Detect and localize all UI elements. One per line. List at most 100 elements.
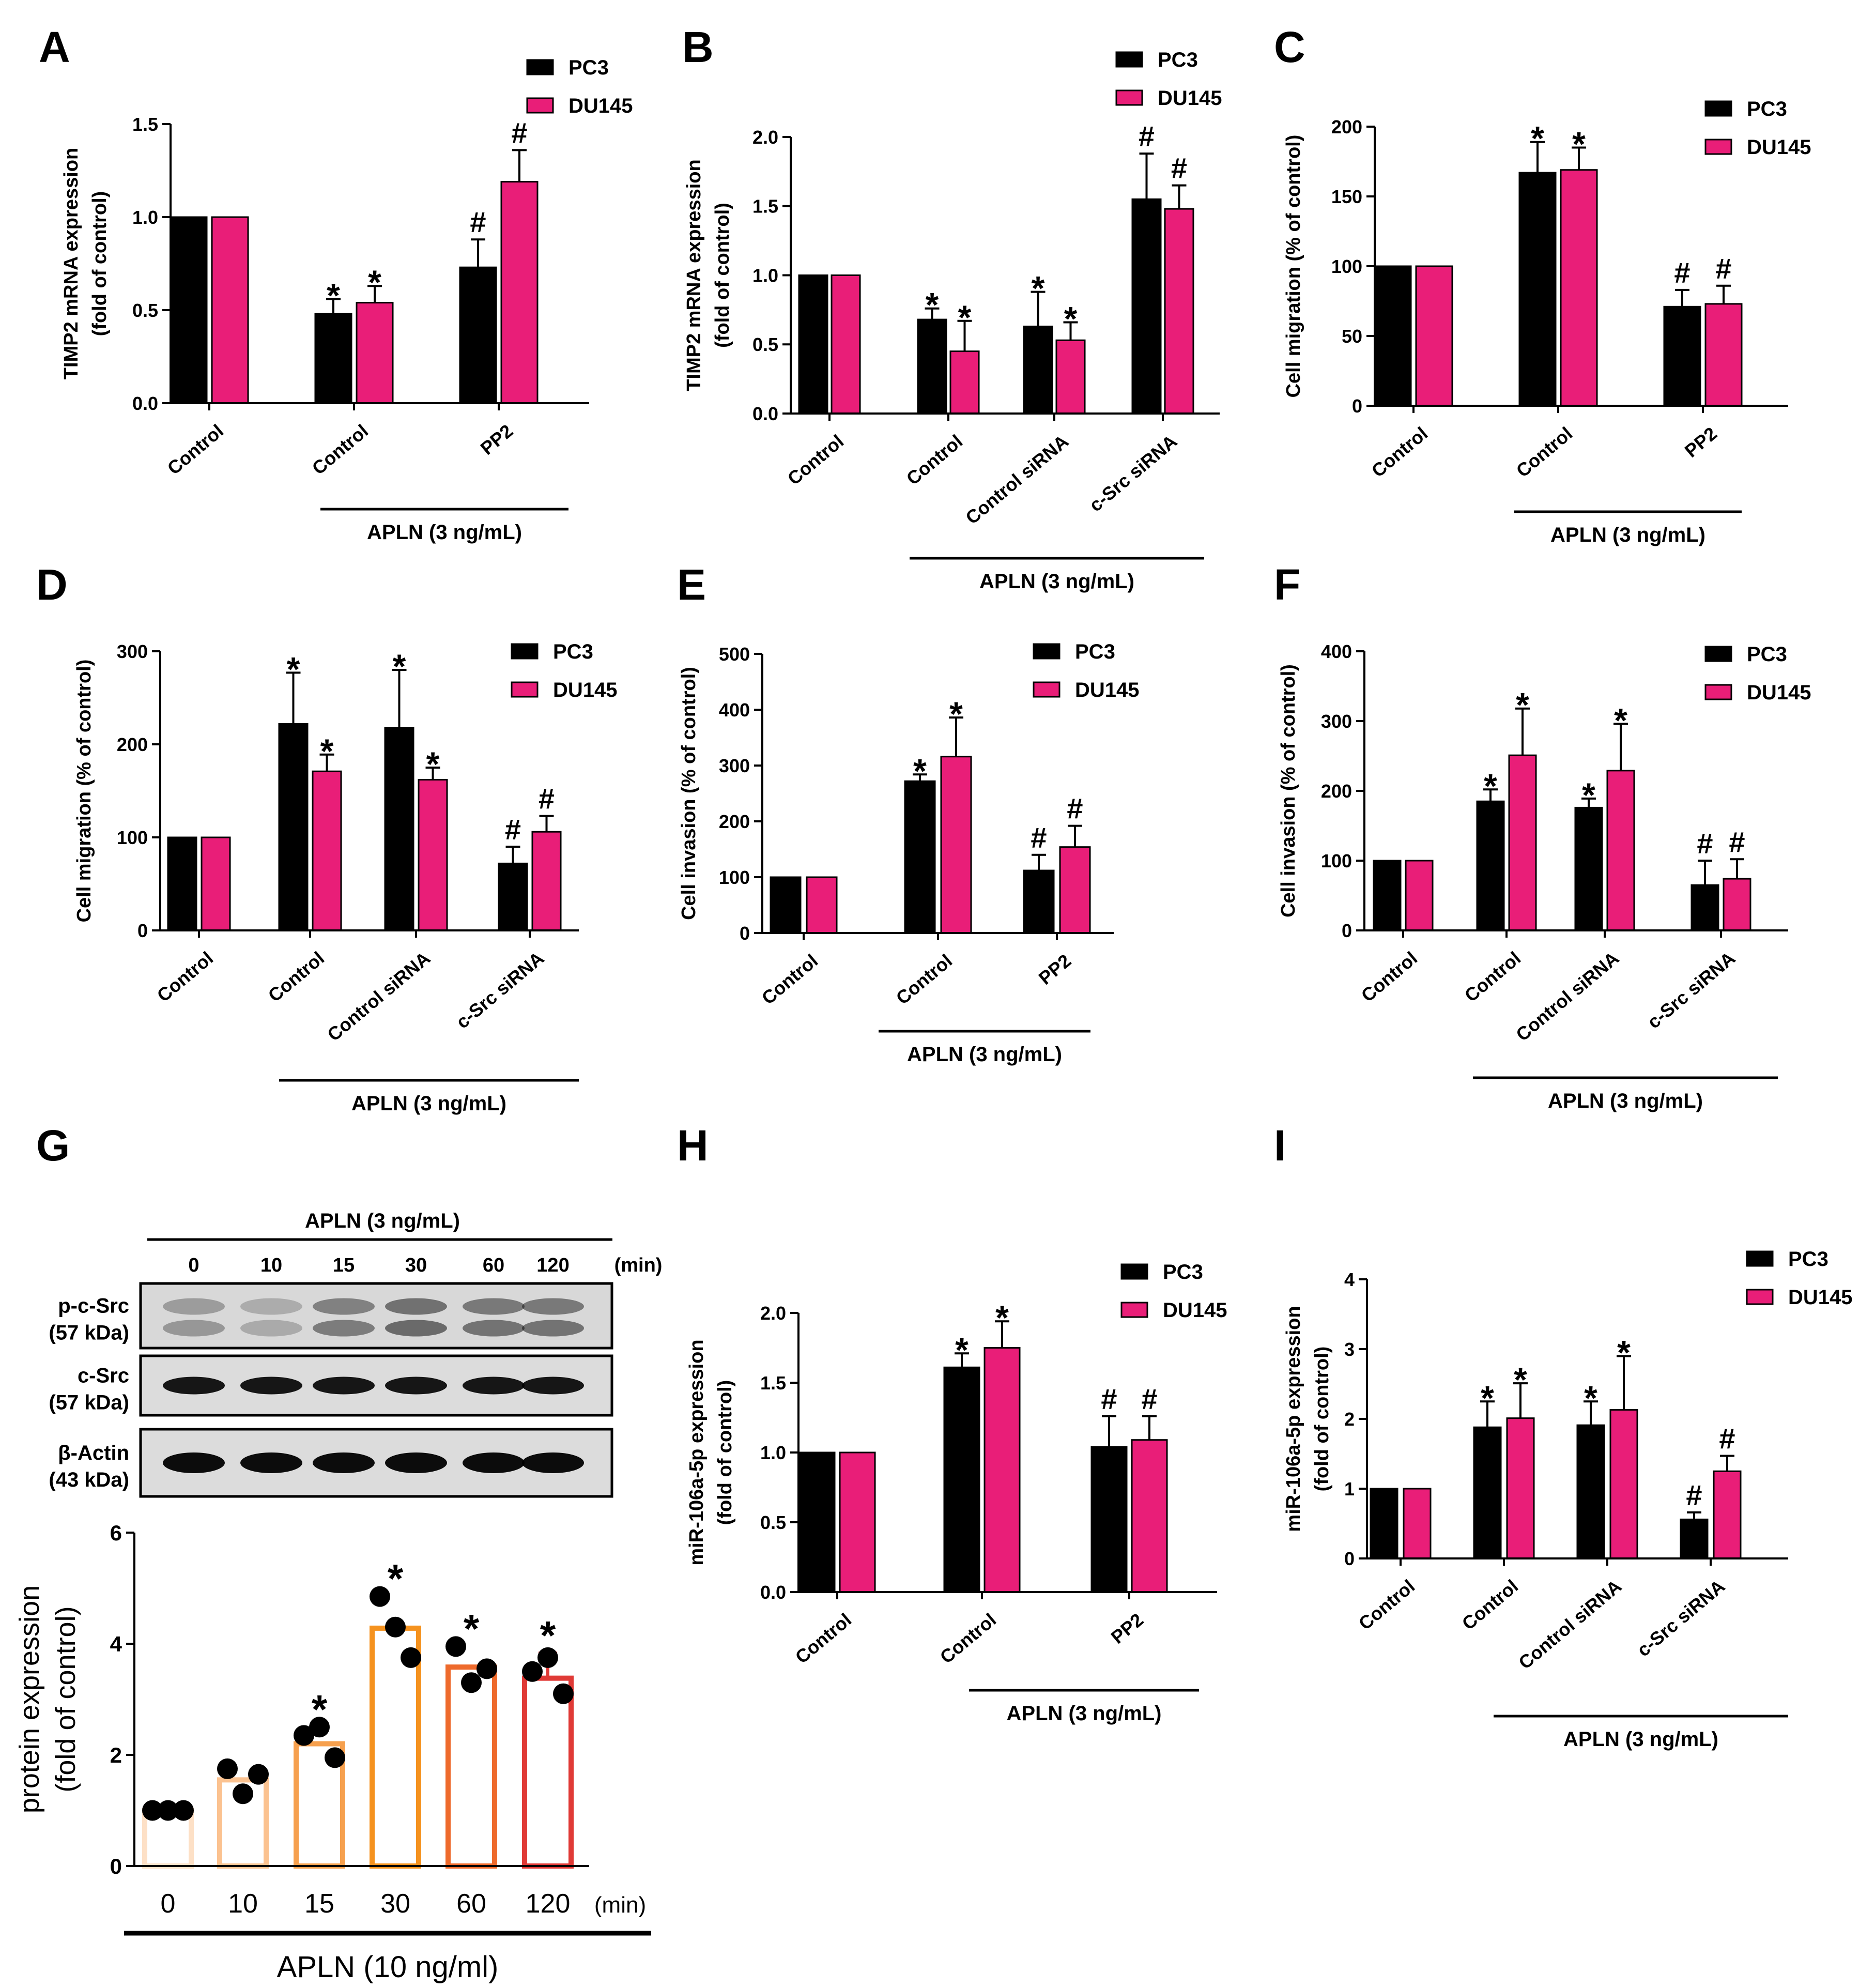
blot-size-label: (57 kDa) xyxy=(49,1391,129,1414)
significance-mark: * xyxy=(464,1605,480,1651)
blot-strip xyxy=(139,1282,613,1350)
data-point xyxy=(142,1800,163,1821)
blot-band xyxy=(463,1298,525,1315)
significance-mark: * xyxy=(1582,776,1595,814)
x-tick-label-F: Control xyxy=(1461,947,1525,1006)
blot-protein-label: β-Actin xyxy=(58,1442,129,1464)
blot-band xyxy=(522,1452,584,1473)
significance-mark: * xyxy=(368,263,381,301)
group-label-F: APLN (3 ng/mL) xyxy=(1548,1090,1703,1112)
group-label-G: APLN (10 ng/ml) xyxy=(277,1950,499,1984)
panel-label-D: D xyxy=(36,560,68,609)
significance-mark: # xyxy=(1729,825,1745,858)
bar-H-du145 xyxy=(839,1451,876,1593)
panel-B: B TIMP2 mRNA expression (fold of control) *… xyxy=(682,23,1222,593)
x-tick-label-H: Control xyxy=(936,1609,1000,1668)
blot-band xyxy=(522,1377,584,1395)
y-tick-label-F: 100 xyxy=(1321,850,1352,871)
x-tick-label-E: Control xyxy=(892,950,956,1009)
panel-label-C: C xyxy=(1274,23,1305,71)
legend-label: PC3 xyxy=(1788,1248,1828,1271)
legend-label: DU145 xyxy=(1075,679,1140,701)
bar-C-du145 xyxy=(1415,265,1453,407)
significance-mark: * xyxy=(1514,1360,1527,1399)
legend-label: DU145 xyxy=(1163,1299,1227,1322)
significance-mark: # xyxy=(470,206,486,238)
group-label-H: APLN (3 ng/mL) xyxy=(1007,1702,1162,1725)
y-tick-label-H: 1.0 xyxy=(760,1442,786,1463)
legend-swatch-pc3 xyxy=(1704,100,1732,117)
bar-F-pc3 xyxy=(1476,800,1505,931)
blot-band xyxy=(463,1377,525,1395)
bar-H-pc3 xyxy=(798,1451,836,1593)
y-tick-label-B: 0.0 xyxy=(752,403,778,424)
bar-C-pc3 xyxy=(1663,305,1701,407)
x-tick-label-G: 10 xyxy=(228,1889,258,1919)
y-tick-label-C: 150 xyxy=(1331,186,1362,207)
significance-mark: * xyxy=(1032,269,1045,308)
significance-mark: * xyxy=(1064,299,1078,338)
x-tick-label-G: 0 xyxy=(161,1889,176,1919)
data-point xyxy=(401,1647,421,1668)
y-axis-label-H: (fold of control) xyxy=(714,1380,736,1525)
x-tick-label-I: Control xyxy=(1458,1576,1522,1634)
blot-band xyxy=(385,1377,447,1395)
legend-label: DU145 xyxy=(1747,681,1811,704)
legend-swatch-du145 xyxy=(1120,1302,1148,1318)
bar-C-du145 xyxy=(1704,303,1743,407)
bar-A-pc3 xyxy=(314,313,352,404)
legend-label: PC3 xyxy=(1747,643,1787,666)
data-point xyxy=(553,1683,574,1704)
x-tick-label-B: Control siRNA xyxy=(961,431,1072,529)
data-point xyxy=(370,1586,390,1607)
legend-swatch-pc3 xyxy=(1704,646,1732,662)
y-tick-label-D: 300 xyxy=(117,641,148,662)
legend-swatch-du145 xyxy=(1115,89,1143,106)
bar-D-pc3 xyxy=(278,723,309,931)
significance-mark: * xyxy=(913,752,927,790)
bar-I-pc3 xyxy=(1370,1488,1398,1559)
blot-size-label: (57 kDa) xyxy=(49,1322,129,1344)
significance-mark: * xyxy=(426,745,440,783)
blot-lane-label: 0 xyxy=(188,1255,199,1276)
bar-G xyxy=(522,1675,574,1869)
significance-mark: # xyxy=(1686,1479,1702,1511)
x-tick-label-H: Control xyxy=(791,1609,855,1668)
data-point xyxy=(445,1636,466,1657)
bar-A-du145 xyxy=(500,181,539,404)
legend-label: DU145 xyxy=(553,679,618,701)
blot-band xyxy=(240,1452,302,1473)
y-tick-label-I: 0 xyxy=(1344,1548,1355,1569)
x-tick-label-D: Control siRNA xyxy=(323,947,434,1046)
bar-D-pc3 xyxy=(167,836,197,931)
y-axis-label-G: protein expression xyxy=(14,1585,45,1813)
group-label-E: APLN (3 ng/mL) xyxy=(907,1043,1062,1066)
y-tick-label-I: 4 xyxy=(1344,1269,1355,1290)
y-tick-label-B: 1.5 xyxy=(752,196,778,217)
bar-E-pc3 xyxy=(770,876,802,934)
x-tick-label-F: Control xyxy=(1357,947,1421,1006)
data-point xyxy=(173,1800,194,1821)
y-tick-label-E: 200 xyxy=(719,811,750,832)
bar-B-du145 xyxy=(831,274,861,415)
blot-protein-label: p-c-Src xyxy=(58,1295,129,1318)
group-label-D: APLN (3 ng/mL) xyxy=(351,1092,506,1115)
y-tick-label-E: 400 xyxy=(719,699,750,721)
bar-C-du145 xyxy=(1560,169,1598,407)
y-axis-label-H: miR-106a-5p expression xyxy=(686,1339,708,1565)
x-tick-label-D: c-Src siRNA xyxy=(452,947,548,1033)
bar-E-pc3 xyxy=(1023,869,1055,934)
significance-mark: # xyxy=(1031,821,1047,854)
significance-mark: # xyxy=(1715,252,1731,285)
legend-label: DU145 xyxy=(1158,87,1222,110)
y-tick-label-C: 50 xyxy=(1342,326,1362,347)
panel-C: C Cell migration (% of control) * # * #0 50 100… xyxy=(1274,23,1811,546)
data-point xyxy=(158,1800,178,1821)
legend-swatch-du145 xyxy=(526,97,554,114)
group-label-A: APLN (3 ng/mL) xyxy=(367,521,522,544)
y-axis-label-E: Cell invasion (% of control) xyxy=(678,667,700,920)
y-tick-label-H: 0.0 xyxy=(760,1582,786,1603)
y-tick-label-G: 6 xyxy=(110,1521,122,1545)
significance-mark: # xyxy=(1139,120,1155,152)
